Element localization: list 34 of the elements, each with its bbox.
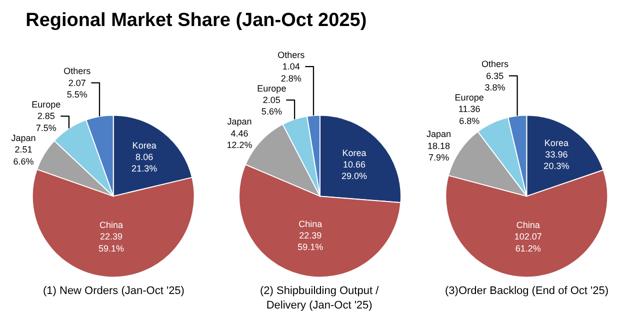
slice-label: Korea	[342, 148, 366, 158]
slice-label: Japan	[11, 132, 36, 143]
slice-label: Europe	[454, 92, 484, 103]
data-label: 2.05 5.6%	[261, 95, 282, 117]
slice-label: Europe	[257, 83, 286, 94]
slice-label: China	[298, 218, 322, 229]
data-label: 2.85 7.5%	[36, 111, 56, 133]
slice-label: China	[516, 220, 540, 230]
slice-label: Others	[64, 66, 92, 76]
text: (1) New Orders (Jan-Oct '25)	[43, 285, 184, 297]
data-label: 10.66 29.0%	[342, 160, 368, 182]
data-label: 1.04 2.8%	[280, 62, 302, 84]
data-label: 22.39 59.1%	[298, 230, 324, 252]
text: (3)Order Backlog (End of Oct '25)	[445, 285, 608, 297]
slice-label: Others	[481, 59, 509, 70]
data-label: 102.07 61.2%	[514, 232, 542, 254]
data-label: 4.46 12.2%	[226, 128, 252, 150]
data-label: 6.35 3.8%	[484, 70, 506, 93]
slice-label: Korea	[132, 140, 156, 150]
data-label: 2.07 5.5%	[66, 78, 88, 100]
data-label: 11.36 6.8%	[458, 104, 480, 126]
chart-title: Regional Market Share (Jan-Oct 2025)	[26, 10, 367, 32]
slice-label: Korea	[544, 138, 568, 148]
data-label: 8.06 21.3%	[132, 152, 158, 174]
data-label: 18.18 7.9%	[428, 140, 450, 163]
data-label: 33.96 20.3%	[544, 150, 570, 172]
slice-label: Japan	[426, 129, 452, 140]
data-label: 22.39 59.1%	[98, 232, 124, 254]
slice-label: Others	[278, 50, 306, 60]
slice-label: Japan	[227, 116, 252, 127]
slice-label: Europe	[32, 99, 61, 110]
data-label: 2.51 6.6%	[13, 144, 34, 166]
text: (2) Shipbuilding Output / Delivery (Jan-Oct '25)	[260, 285, 380, 312]
slice-label: China	[99, 220, 123, 230]
